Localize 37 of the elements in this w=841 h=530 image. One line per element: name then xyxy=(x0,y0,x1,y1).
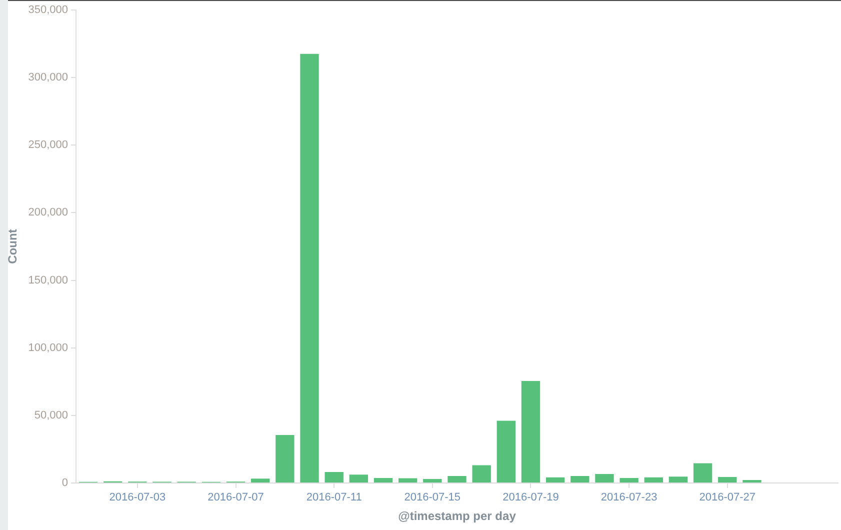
bar xyxy=(398,478,418,482)
bar xyxy=(570,476,590,482)
x-tick-label: 2016-07-19 xyxy=(502,492,559,504)
bar xyxy=(521,380,540,482)
y-tick-label: 0 xyxy=(62,477,68,490)
y-axis-title: Count xyxy=(6,229,20,264)
bar xyxy=(472,465,491,482)
bar xyxy=(448,476,466,482)
bar xyxy=(276,435,294,482)
y-tick-label: 200,000 xyxy=(28,206,68,219)
bar xyxy=(423,478,442,482)
y-tick-label: 50,000 xyxy=(34,409,68,422)
bar xyxy=(668,476,688,482)
bar xyxy=(374,478,393,482)
bar xyxy=(300,54,319,482)
bar xyxy=(546,477,565,482)
y-tick-label: 100,000 xyxy=(28,342,68,354)
y-tick-label: 250,000 xyxy=(28,139,68,152)
bar xyxy=(595,474,614,482)
bar xyxy=(718,477,737,482)
y-tick-label: 350,000 xyxy=(28,4,68,16)
x-axis-title: @timestamp per day xyxy=(398,509,516,524)
bar xyxy=(693,463,712,482)
bar xyxy=(644,477,663,482)
bar xyxy=(496,420,516,482)
bar xyxy=(349,474,368,482)
y-tick-label: 300,000 xyxy=(28,72,68,84)
x-tick-label: 2016-07-15 xyxy=(404,492,461,504)
bar xyxy=(251,478,270,482)
x-tick-label: 2016-07-07 xyxy=(208,492,264,504)
x-tick-label: 2016-07-23 xyxy=(600,492,658,504)
y-tick-label: 150,000 xyxy=(28,274,68,286)
bar xyxy=(620,478,638,482)
x-tick-label: 2016-07-11 xyxy=(306,492,362,504)
x-tick-label: 2016-07-27 xyxy=(699,492,756,504)
bar xyxy=(324,472,344,482)
x-tick-label: 2016-07-03 xyxy=(109,492,166,504)
